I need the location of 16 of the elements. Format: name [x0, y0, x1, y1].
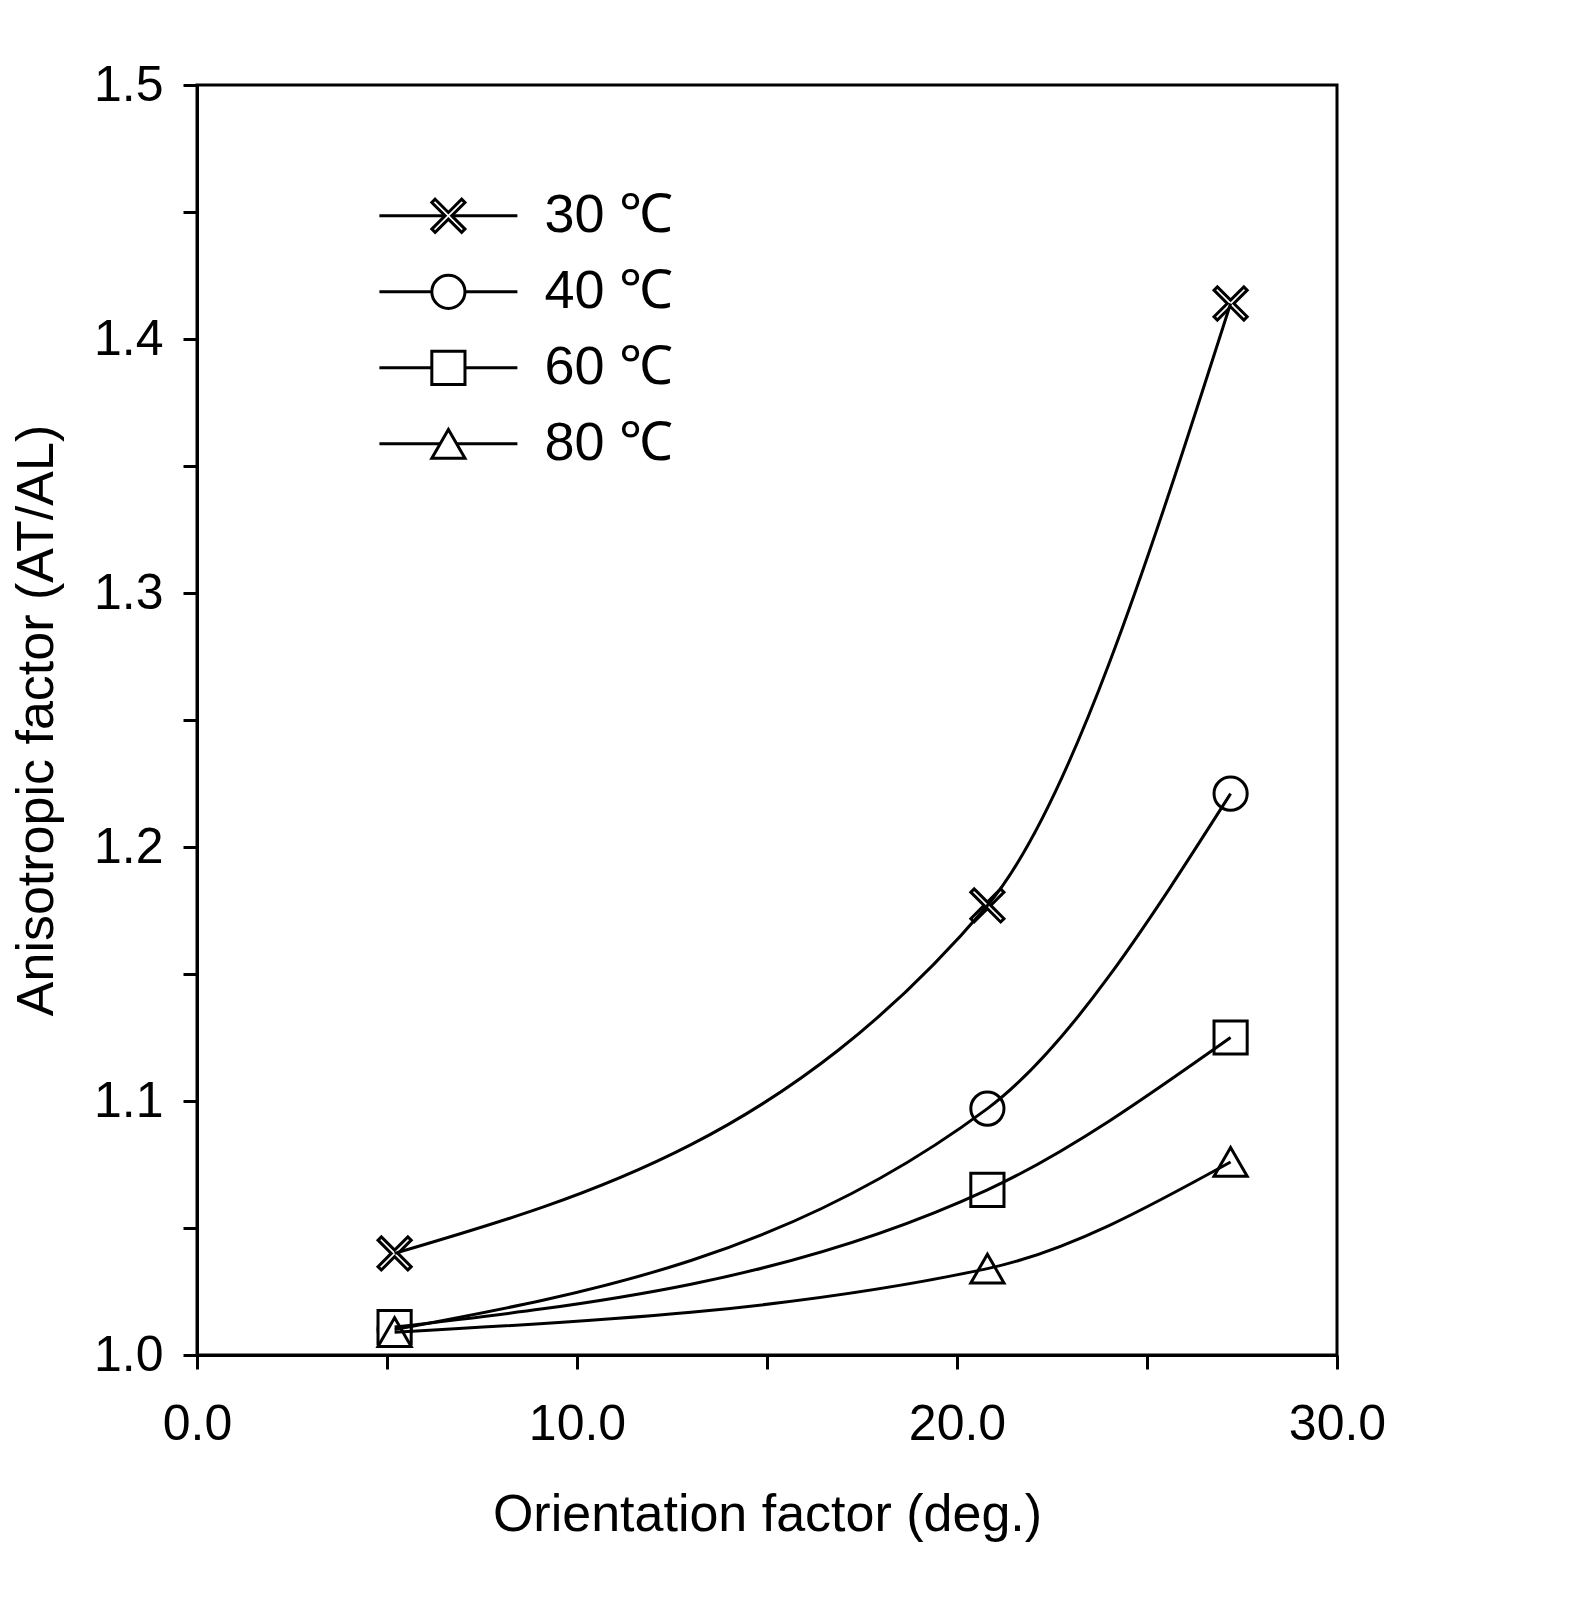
legend-label: 40 ℃ [544, 258, 674, 319]
y-tick-label: 1.3 [93, 563, 164, 620]
y-tick-label: 1.2 [93, 817, 164, 874]
y-tick-label: 1.1 [93, 1071, 164, 1128]
x-tick-label: 20.0 [908, 1394, 1007, 1451]
x-axis-title: Orientation factor (deg.) [492, 1483, 1043, 1542]
legend-label: 60 ℃ [544, 334, 674, 395]
y-tick-label: 1.4 [93, 309, 164, 366]
y-tick-label: 1.5 [93, 55, 164, 112]
x-tick-label: 30.0 [1288, 1394, 1387, 1451]
legend-label: 80 ℃ [544, 410, 674, 471]
legend-label: 30 ℃ [544, 182, 674, 243]
x-tick-label: 0.0 [162, 1394, 233, 1451]
x-tick-label: 10.0 [528, 1394, 627, 1451]
y-tick-label: 1.0 [93, 1325, 164, 1382]
y-axis-title: Anisotropic factor (AT/AL) [5, 424, 64, 1017]
